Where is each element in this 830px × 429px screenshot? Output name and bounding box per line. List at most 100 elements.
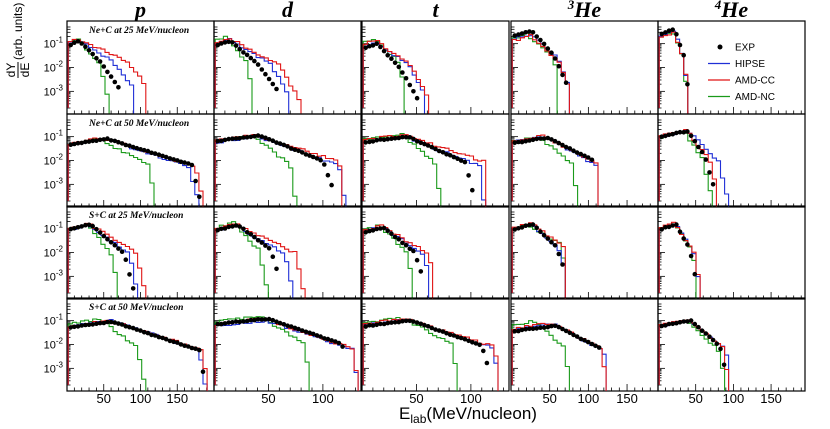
exp-data-point: [270, 138, 276, 143]
series-hipse-histogram: [511, 136, 599, 207]
exp-data-point: [149, 332, 154, 338]
exp-data-point: [94, 321, 99, 327]
exp-data-point: [237, 46, 242, 52]
panel-series: [658, 27, 690, 114]
series-amd-cc-histogram: [658, 319, 730, 391]
panel-label-2: S+C at 25 MeV/nucleon: [89, 211, 183, 221]
panel-label-1: Ne+C at 50 MeV/nucleon: [88, 119, 189, 129]
panel-frame: [361, 205, 510, 300]
exp-data-point: [105, 319, 110, 325]
exp-data-point: [389, 320, 394, 325]
exp-data-point: [152, 151, 158, 156]
exp-data-point: [219, 321, 224, 327]
exp-data-point: [523, 327, 528, 332]
exp-data-point: [101, 64, 107, 69]
exp-data-point: [696, 324, 701, 330]
y-tick-label: 10-3: [44, 268, 64, 283]
column-title-4: 4He: [714, 0, 749, 22]
exp-data-point: [519, 31, 525, 36]
exp-data-point: [101, 320, 107, 326]
panel-series: [362, 133, 487, 207]
exp-data-point: [447, 153, 453, 158]
panel-frame: [361, 20, 510, 115]
exp-data-point: [552, 56, 558, 61]
exp-data-point: [86, 139, 92, 144]
exp-data-point: [285, 144, 290, 149]
exp-data-point: [145, 330, 151, 336]
exp-data-point: [197, 194, 202, 200]
exp-data-point: [75, 324, 81, 329]
legend-item-amd-nc: AMD-NC: [708, 92, 775, 103]
y-tick-exp: -1: [56, 221, 64, 230]
exp-data-point: [363, 324, 369, 329]
exp-data-point: [451, 333, 457, 338]
y-tick-label: 10-3: [44, 83, 64, 98]
exp-data-point: [134, 327, 140, 332]
exp-data-point: [663, 30, 668, 35]
exp-data-point: [277, 320, 283, 326]
exp-data-point: [407, 82, 413, 88]
exp-data-point: [270, 317, 276, 323]
exp-data-point: [219, 226, 224, 232]
exp-data-point: [549, 137, 554, 142]
exp-data-point: [138, 328, 143, 333]
exp-data-point: [200, 369, 206, 375]
exp-data-point: [385, 228, 391, 233]
panel-series: [214, 221, 306, 299]
exp-data-point: [75, 39, 81, 44]
exp-data-point: [241, 226, 246, 232]
y-tick-exp: -3: [56, 268, 64, 277]
exp-data-point: [403, 134, 409, 140]
exp-data-point: [545, 236, 551, 241]
panel-frame: [657, 20, 806, 115]
series-amd-nc-histogram: [362, 316, 458, 391]
exp-data-point: [527, 138, 532, 143]
exp-data-point: [130, 325, 136, 331]
exp-data-point: [79, 41, 84, 46]
exp-data-point: [322, 162, 327, 167]
exp-data-point: [659, 323, 664, 329]
exp-data-point: [538, 136, 543, 141]
exp-data-point: [470, 187, 475, 193]
exp-data-point: [314, 333, 320, 338]
exp-data-point: [72, 324, 77, 330]
exp-data-point: [175, 158, 180, 163]
exp-data-point: [266, 137, 272, 142]
panel-r2-c3: [510, 205, 659, 300]
exp-data-point: [127, 272, 132, 277]
exp-data-point: [516, 226, 521, 231]
exp-data-point: [512, 227, 517, 232]
column-title-2: t: [432, 0, 439, 22]
exp-data-point: [688, 318, 694, 323]
exp-data-point: [462, 336, 468, 342]
series-amd-nc-histogram: [658, 224, 697, 299]
exp-data-point: [484, 360, 490, 366]
exp-data-point: [149, 150, 154, 156]
exp-data-point: [549, 50, 554, 55]
exp-data-point: [433, 146, 438, 152]
series-amd-cc-histogram: [362, 134, 487, 207]
exp-data-point: [677, 229, 683, 234]
exp-data-point: [108, 319, 114, 325]
exp-data-point: [519, 225, 525, 230]
exp-data-point: [274, 266, 279, 272]
exp-data-point: [259, 317, 265, 322]
exp-data-point: [270, 254, 276, 259]
legend: EXP HIPSE AMD-CC AMD-NC: [708, 43, 775, 103]
series-amd-nc-histogram: [67, 223, 118, 299]
exp-data-point: [681, 236, 686, 241]
exp-data-point: [378, 226, 383, 231]
exp-data-point: [255, 238, 261, 243]
exp-data-point: [549, 323, 554, 329]
exp-data-point: [259, 67, 265, 72]
exp-data-point: [670, 27, 675, 32]
exp-data-point: [241, 50, 246, 55]
panel-r2-c0: S+C at 25 MeV/nucleon: [66, 205, 215, 300]
panel-r3-c2: [361, 297, 510, 392]
exp-data-point: [263, 71, 268, 77]
x-axis-label-sub: lab: [410, 412, 426, 426]
legend-label: HIPSE: [735, 59, 765, 70]
exp-data-point: [403, 242, 409, 248]
y-tick-base: 10: [44, 224, 56, 236]
exp-data-point: [433, 327, 438, 332]
